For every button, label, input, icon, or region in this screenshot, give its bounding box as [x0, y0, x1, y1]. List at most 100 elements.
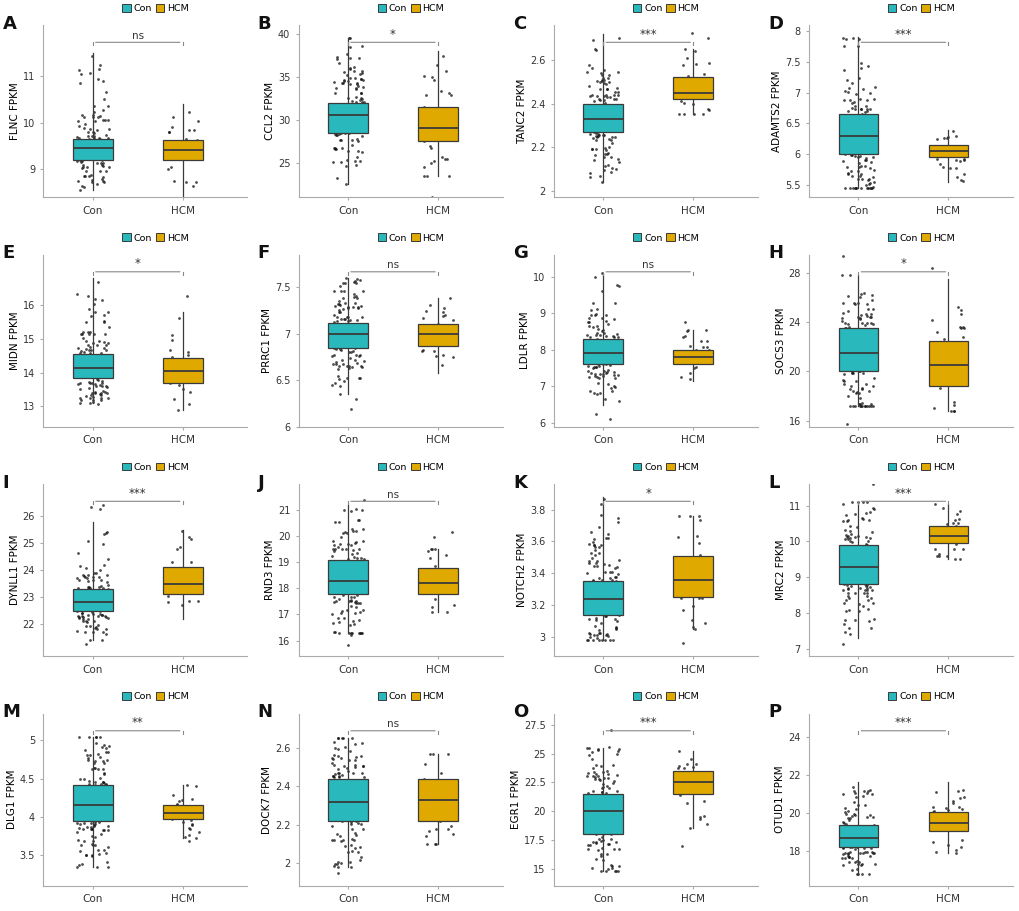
Point [163, 371, 179, 385]
Point [330, 372, 346, 386]
Point [95, 580, 111, 595]
Point [848, 854, 864, 868]
Point [341, 855, 358, 869]
Point [84, 590, 100, 605]
Point [325, 75, 341, 89]
Point [850, 597, 866, 611]
Point [671, 508, 687, 523]
Point [96, 341, 112, 355]
Point [844, 834, 860, 849]
Point [932, 528, 949, 543]
Point [587, 142, 603, 157]
Point [346, 153, 363, 168]
Point [593, 73, 609, 87]
Point [588, 386, 604, 401]
Point [72, 837, 89, 852]
Point [838, 73, 854, 87]
Point [857, 307, 873, 322]
Point [838, 145, 854, 159]
Point [865, 175, 881, 189]
Point [684, 97, 700, 112]
Point [942, 404, 958, 418]
Point [356, 770, 372, 784]
Point [857, 150, 873, 165]
Point [170, 312, 186, 326]
Point [428, 822, 444, 836]
Point [858, 495, 874, 509]
Point [81, 773, 97, 788]
Point [91, 586, 107, 600]
Point [834, 337, 850, 352]
Point [610, 859, 627, 874]
Point [328, 81, 344, 96]
Point [680, 73, 696, 87]
Point [600, 140, 616, 155]
Point [99, 366, 115, 381]
Point [678, 51, 694, 66]
Point [584, 535, 600, 549]
Point [836, 316, 852, 331]
Point [95, 173, 111, 188]
Point [861, 579, 877, 594]
Point [835, 786, 851, 801]
Point [335, 74, 352, 88]
Point [438, 783, 454, 798]
Point [332, 555, 348, 569]
Point [333, 791, 350, 805]
Point [945, 796, 961, 811]
Point [850, 828, 866, 843]
Y-axis label: MIDN FPKM: MIDN FPKM [10, 312, 20, 370]
Point [859, 828, 875, 843]
Point [677, 779, 693, 793]
Point [597, 365, 613, 380]
Text: L: L [767, 474, 779, 492]
Point [342, 593, 359, 608]
Point [347, 276, 364, 291]
Point [595, 558, 611, 572]
Point [599, 766, 615, 781]
Point [89, 148, 105, 163]
Point [865, 832, 881, 846]
Point [684, 767, 700, 782]
Point [348, 546, 365, 560]
Point [187, 779, 204, 793]
Point [339, 144, 356, 159]
Text: ns: ns [131, 31, 144, 41]
Point [95, 159, 111, 173]
Point [83, 820, 99, 834]
Point [430, 805, 446, 820]
Point [350, 326, 366, 341]
Point [353, 850, 369, 865]
Point [330, 762, 346, 776]
Point [861, 820, 877, 834]
Point [700, 103, 716, 118]
Point [940, 130, 956, 145]
Point [586, 367, 602, 382]
Point [351, 558, 367, 572]
Point [584, 349, 600, 363]
Point [190, 148, 206, 163]
Point [843, 139, 859, 154]
Point [168, 541, 184, 556]
Point [350, 816, 366, 831]
Point [856, 398, 872, 413]
Point [325, 769, 341, 783]
Point [860, 614, 876, 629]
Point [607, 162, 624, 177]
Point [580, 765, 596, 780]
Point [97, 327, 113, 342]
Point [843, 327, 859, 342]
Point [334, 557, 351, 571]
Point [98, 741, 114, 755]
Point [79, 357, 96, 372]
Point [84, 849, 100, 864]
Point [952, 306, 968, 321]
Point [594, 785, 610, 800]
Point [583, 120, 599, 135]
Point [843, 100, 859, 115]
Point [589, 376, 605, 391]
Point [587, 359, 603, 374]
Point [76, 568, 93, 583]
Point [180, 105, 197, 119]
Point [859, 534, 875, 548]
